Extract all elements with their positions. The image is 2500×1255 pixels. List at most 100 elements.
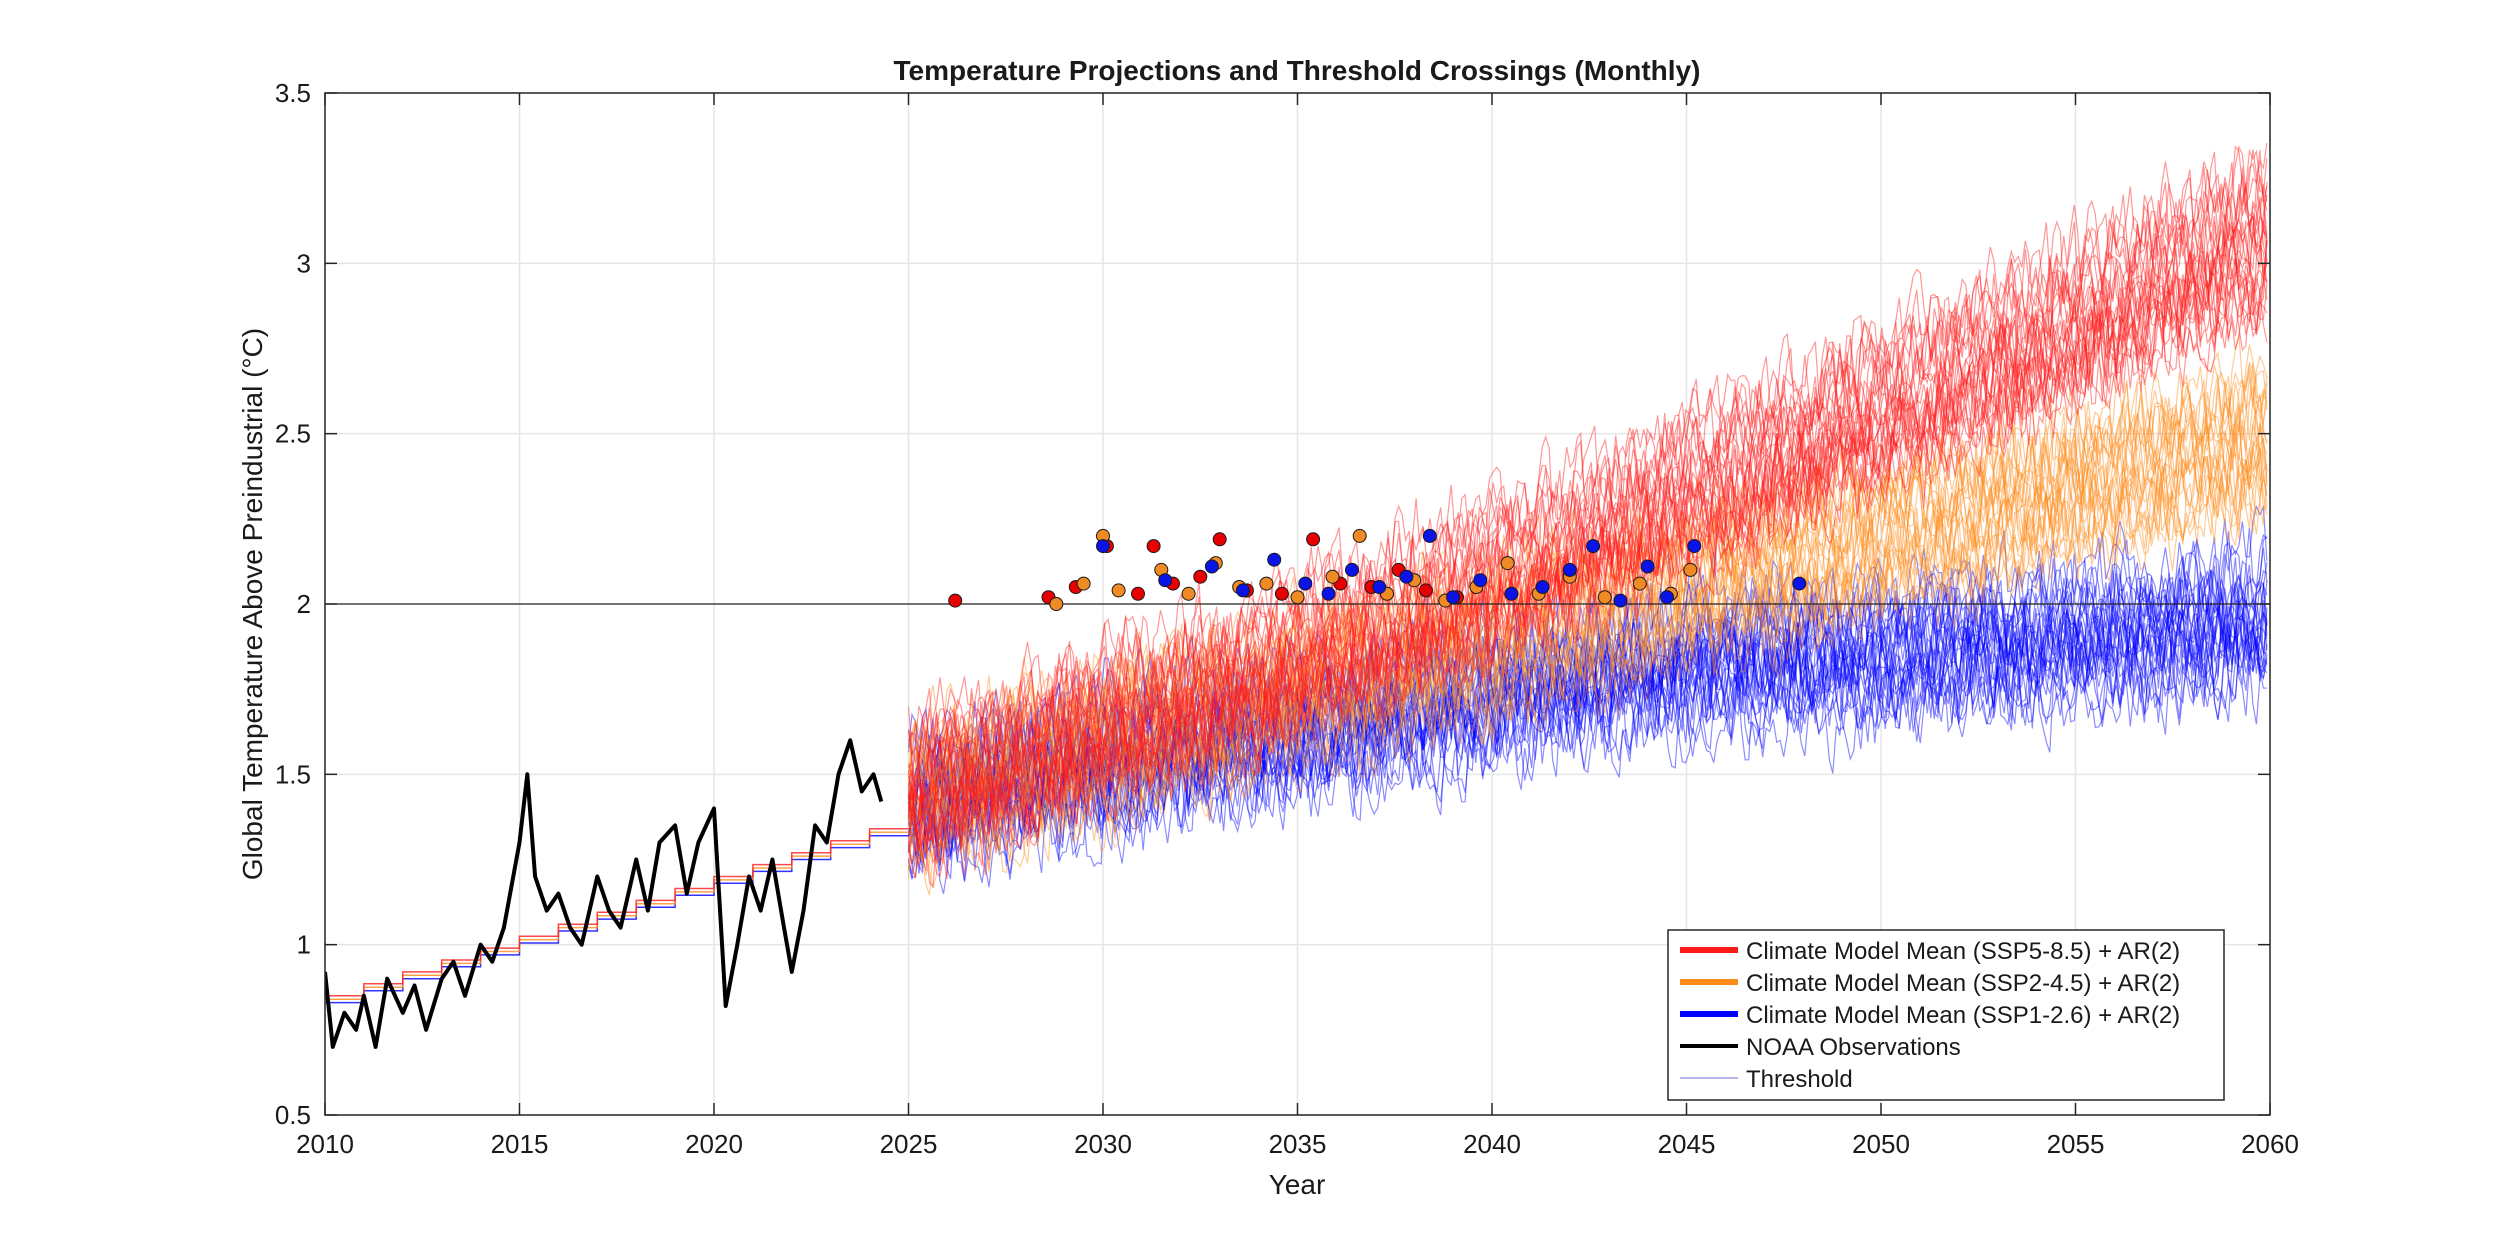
ensemble-member-line bbox=[907, 580, 2268, 856]
ensemble-member-line bbox=[907, 175, 2268, 802]
ensemble-member-line bbox=[907, 229, 2268, 854]
ensemble-member-line bbox=[907, 161, 2268, 791]
ensemble-member-line bbox=[907, 557, 2268, 830]
crossing-point-marker bbox=[948, 593, 963, 608]
crossing-point-marker bbox=[1683, 562, 1698, 577]
crossing-point-marker bbox=[1372, 580, 1387, 594]
crossing-point-marker bbox=[1131, 586, 1145, 601]
ensemble-member-line bbox=[908, 448, 2268, 861]
x-tick-label: 2030 bbox=[1074, 1129, 1132, 1159]
ensemble-member-line bbox=[907, 162, 2268, 791]
legend: Climate Model Mean (SSP5-8.5) + AR(2) Cl… bbox=[1667, 929, 2225, 1101]
ensemble-member-line bbox=[908, 214, 2268, 846]
noaa-observation-line bbox=[325, 738, 884, 1049]
ensemble-member-line bbox=[907, 401, 2268, 832]
ensemble-member-line bbox=[907, 518, 2268, 797]
crossing-point-marker bbox=[1158, 573, 1173, 588]
crossing-point-marker bbox=[1473, 573, 1488, 588]
crossing-point-marker bbox=[1049, 597, 1064, 611]
crossing-point-marker bbox=[1640, 559, 1655, 574]
x-tick-label: 2015 bbox=[491, 1129, 549, 1159]
ensemble-member-line bbox=[907, 552, 2268, 826]
ensemble-member-line bbox=[907, 580, 2268, 836]
ensemble-member-line bbox=[907, 221, 2268, 832]
crossing-point-marker bbox=[1660, 590, 1674, 605]
crossing-point-marker bbox=[1562, 562, 1577, 577]
crossing-point-marker bbox=[1792, 576, 1807, 591]
ensemble-member-line bbox=[907, 625, 2268, 894]
crossing-point-marker bbox=[1111, 583, 1126, 598]
x-axis-label: Year bbox=[1269, 1169, 1326, 1200]
crossing-point-marker bbox=[1325, 569, 1340, 584]
ensemble-member-line bbox=[907, 203, 2268, 842]
crossing-point-marker bbox=[1345, 562, 1359, 577]
ensemble-member-line bbox=[907, 237, 2268, 872]
ensemble-member-line bbox=[907, 569, 2268, 845]
ensemble-member-line bbox=[907, 257, 2268, 865]
ensemble-member-line bbox=[907, 235, 2268, 847]
crossing-point-marker bbox=[1259, 576, 1274, 591]
crossing-point-marker bbox=[1298, 576, 1313, 591]
ensemble-member-line bbox=[907, 581, 2268, 851]
ensemble-member-line bbox=[907, 593, 2268, 845]
ensemble-member-line bbox=[907, 601, 2268, 866]
ensemble-member-line bbox=[907, 597, 2268, 871]
crossing-point-marker bbox=[1290, 590, 1305, 605]
tick-layer: 2010 2015 2020 2025 2030 2035 2040 2045 2050 2055… bbox=[275, 78, 2299, 1159]
ensemble-member-line bbox=[907, 409, 2268, 865]
crossing-point-marker bbox=[1204, 559, 1219, 574]
crossing-marker-layer bbox=[948, 528, 1807, 611]
crossing-point-marker bbox=[1597, 590, 1612, 605]
historical-model-mean-line bbox=[325, 828, 909, 997]
ensemble-member-line bbox=[907, 264, 2268, 878]
ensemble-member-line bbox=[907, 344, 2268, 811]
crossing-point-marker bbox=[1422, 528, 1437, 543]
crossing-point-marker bbox=[1146, 539, 1161, 554]
ensemble-member-line bbox=[907, 268, 2268, 867]
y-tick-label: 2 bbox=[297, 589, 311, 619]
crossing-point-marker bbox=[1687, 539, 1702, 554]
ensemble-member-line bbox=[907, 560, 2268, 804]
ensemble-member-line bbox=[908, 458, 2268, 877]
ensemble-member-line bbox=[907, 564, 2268, 844]
legend-label-ssp245: Climate Model Mean (SSP2-4.5) + AR(2) bbox=[1746, 970, 2180, 997]
ensemble-member-line bbox=[907, 240, 2268, 889]
crossing-point-marker bbox=[1352, 528, 1367, 543]
ensemble-member-line bbox=[907, 333, 2268, 788]
ensemble-member-line bbox=[907, 542, 2268, 831]
x-tick-label: 2035 bbox=[1269, 1129, 1327, 1159]
y-axis-label: Global Temperature Above Preindustrial (… bbox=[237, 328, 268, 880]
crossing-point-marker bbox=[1321, 586, 1336, 601]
ensemble-member-line bbox=[907, 360, 2268, 815]
crossing-point-marker bbox=[1193, 569, 1208, 584]
x-tick-label: 2025 bbox=[880, 1129, 938, 1159]
legend-label-ssp585: Climate Model Mean (SSP5-8.5) + AR(2) bbox=[1746, 938, 2180, 965]
x-tick-label: 2055 bbox=[2047, 1129, 2105, 1159]
crossing-point-marker bbox=[1535, 580, 1550, 594]
historical-model-mean-line bbox=[325, 831, 909, 1000]
ensemble-member-line bbox=[907, 149, 2268, 803]
ensemble-member-line bbox=[907, 364, 2268, 803]
ensemble-member-line bbox=[907, 531, 2268, 820]
y-tick-label: 0.5 bbox=[275, 1100, 311, 1130]
ensemble-member-line bbox=[907, 504, 2268, 790]
ensemble-member-line bbox=[907, 393, 2268, 820]
ensemble-member-line bbox=[907, 403, 2268, 854]
x-tick-label: 2040 bbox=[1463, 1129, 1521, 1159]
ensemble-member-line bbox=[908, 600, 2267, 869]
crossing-point-marker bbox=[1076, 576, 1091, 591]
chart-title: Temperature Projections and Threshold Cr… bbox=[894, 55, 1701, 86]
ensemble-member-line bbox=[907, 354, 2268, 796]
crossing-point-marker bbox=[1181, 586, 1196, 601]
crossing-point-marker bbox=[1446, 590, 1461, 605]
ensemble-member-line bbox=[907, 374, 2268, 801]
crossing-point-marker bbox=[1500, 556, 1515, 571]
ensemble-member-line bbox=[907, 177, 2268, 816]
legend-label-noaa: NOAA Observations bbox=[1746, 1034, 1961, 1061]
ensemble-member-line bbox=[907, 423, 2268, 840]
y-tick-label: 1 bbox=[297, 930, 311, 960]
x-tick-label: 2050 bbox=[1852, 1129, 1910, 1159]
crossing-point-marker bbox=[1418, 583, 1433, 598]
